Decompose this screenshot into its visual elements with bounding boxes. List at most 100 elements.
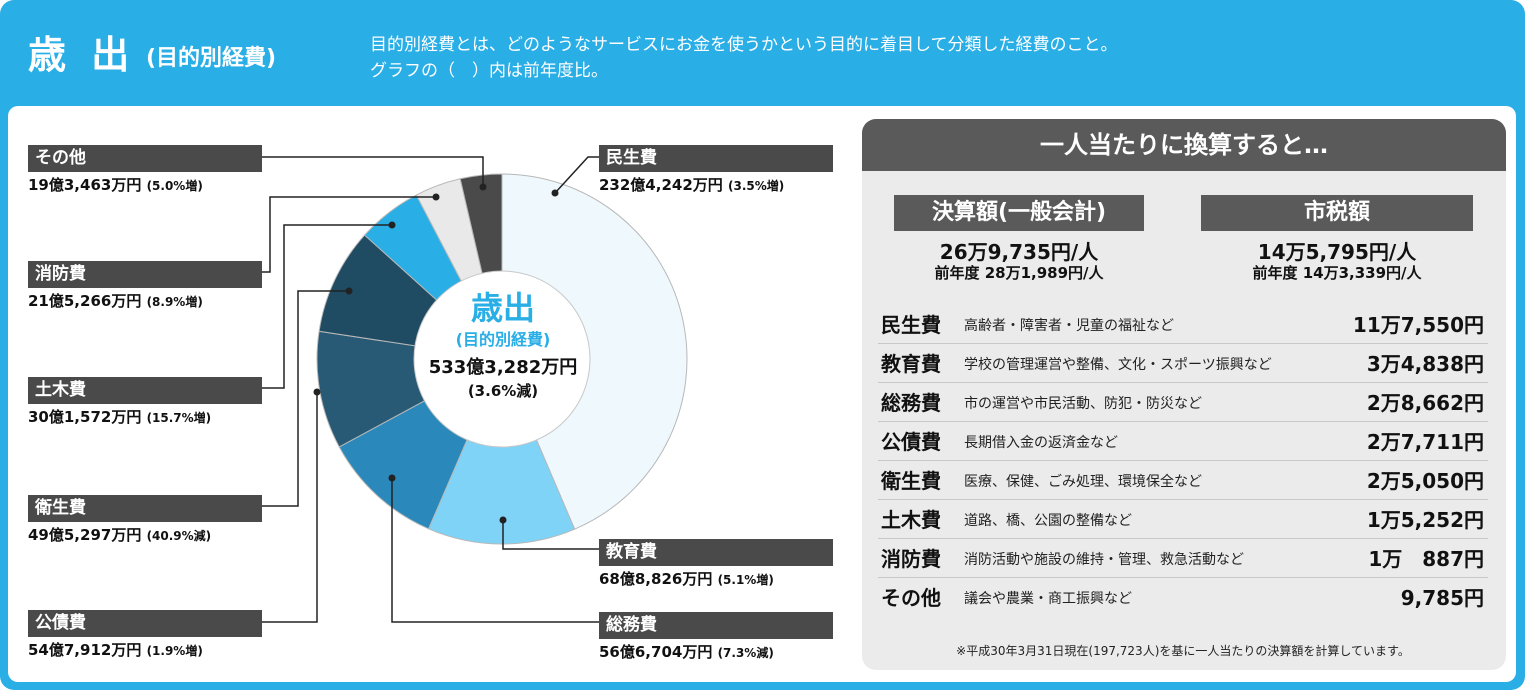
row-minsei: 民生費 高齢者・障害者・児童の福祉など 11万7,550円 (878, 305, 1488, 344)
row-description: 議会や農業・商工振興など (964, 591, 1132, 607)
header-subtitle: (目的別経費) (146, 46, 277, 71)
row-amount: 1万 887円 (1368, 547, 1484, 571)
city-tax-prev: 前年度 14万3,339円/人 (1252, 264, 1422, 282)
row-name: その他 (881, 586, 941, 610)
row-name: 土木費 (881, 508, 941, 532)
label-eisei-name: 衛生費 (28, 495, 262, 522)
leader-dot-sonota (479, 183, 487, 191)
row-description: 消防活動や施設の維持・管理、救急活動など (964, 552, 1244, 568)
row-description: 市の運営や市民活動、防犯・防災など (964, 396, 1202, 412)
label-kyoiku-amount: 68億8,826万円 (599, 570, 713, 588)
leader-line-minsei (554, 156, 599, 194)
label-doboku-name: 土木費 (28, 377, 262, 404)
label-kosai-name: 公債費 (28, 610, 262, 637)
leader-line-somu (391, 478, 599, 623)
row-amount: 2万7,711円 (1366, 430, 1484, 454)
label-kyoiku-name: 教育費 (599, 539, 833, 566)
per-capita-title: 一人当たりに換算すると… (862, 119, 1506, 171)
label-eisei-change: (40.9%減) (146, 529, 212, 543)
label-sonota-amount: 19億3,463万円 (28, 176, 142, 194)
row-amount: 2万8,662円 (1366, 391, 1484, 415)
row-amount: 1万5,252円 (1366, 508, 1484, 532)
pie-center-total: 533億3,282万円 (428, 357, 578, 378)
leader-dot-minsei (551, 189, 559, 197)
row-name: 総務費 (881, 391, 941, 415)
label-minsei: 民生費 232億4,242万円 (3.5%増) (599, 145, 833, 195)
label-kyoiku: 教育費 68億8,826万円 (5.1%増) (599, 539, 833, 589)
row-description: 高齢者・障害者・児童の福祉など (964, 318, 1174, 334)
leader-dot-kosai (313, 388, 321, 396)
label-kosai: 公債費 54億7,912万円 (1.9%増) (28, 610, 262, 660)
pie-center-title: 歳出 (470, 289, 535, 327)
city-tax-tag: 市税額 (1201, 195, 1473, 231)
label-kosai-amount: 54億7,912万円 (28, 641, 142, 659)
leader-dot-shobo (432, 193, 440, 201)
leader-line-kyoiku (502, 520, 599, 550)
label-minsei-name: 民生費 (599, 145, 833, 172)
label-doboku: 土木費 30億1,572万円 (15.7%増) (28, 377, 262, 427)
row-description: 長期借入金の返済金など (964, 435, 1118, 451)
row-sonota: その他 議会や農業・商工振興など 9,785円 (878, 578, 1488, 616)
header-description-line2: グラフの（ ）内は前年度比。 (370, 61, 608, 81)
label-kosai-change: (1.9%増) (146, 644, 203, 658)
row-eisei: 衛生費 医療、保健、ごみ処理、環境保全など 2万5,050円 (878, 461, 1488, 500)
label-kyoiku-change: (5.1%増) (717, 573, 774, 587)
row-description: 道路、橋、公園の整備など (964, 513, 1132, 529)
label-minsei-change: (3.5%増) (728, 179, 785, 193)
row-description: 医療、保健、ごみ処理、環境保全など (964, 474, 1202, 490)
pie-chart (262, 156, 688, 623)
row-amount: 3万4,838円 (1366, 352, 1484, 376)
label-shobo-name: 消防費 (28, 261, 262, 288)
settlement-tag: 決算額(一般会計) (894, 195, 1144, 231)
label-shobo-amount: 21億5,266万円 (28, 292, 142, 310)
row-amount: 9,785円 (1400, 586, 1484, 610)
settlement-value: 26万9,735円/人 (939, 240, 1099, 264)
pie-slice-kyoiku (427, 357, 576, 545)
header-title: 歳 出 (28, 33, 136, 77)
leader-line-doboku (262, 224, 392, 389)
row-amount: 2万5,050円 (1366, 469, 1484, 493)
leader-line-sonota (262, 156, 484, 187)
row-doboku: 土木費 道路、橋、公園の整備など 1万5,252円 (878, 500, 1488, 539)
leader-line-eisei (262, 290, 349, 507)
leader-dot-doboku (388, 221, 396, 229)
label-somu-change: (7.3%減) (717, 646, 774, 660)
per-capita-note: ※平成30年3月31日現在(197,723人)を基に一人当たりの決算額を計算して… (956, 644, 1410, 658)
label-somu-name: 総務費 (599, 612, 833, 639)
per-capita-panel: 一人当たりに換算すると… 決算額(一般会計) 26万9,735円/人 前年度 2… (862, 119, 1506, 670)
label-doboku-change: (15.7%増) (146, 411, 212, 425)
label-eisei-amount: 49億5,297万円 (28, 526, 142, 544)
label-somu: 総務費 56億6,704万円 (7.3%減) (599, 612, 833, 662)
label-sonota: その他 19億3,463万円 (5.0%増) (28, 145, 262, 195)
row-somu: 総務費 市の運営や市民活動、防犯・防災など 2万8,662円 (878, 383, 1488, 422)
row-amount: 11万7,550円 (1352, 313, 1484, 337)
label-sonota-change: (5.0%増) (146, 179, 203, 193)
leader-dot-somu (388, 474, 396, 482)
label-shobo: 消防費 21億5,266万円 (8.9%増) (28, 261, 262, 311)
pie-center-hole (413, 270, 591, 448)
row-shobo: 消防費 消防活動や施設の維持・管理、救急活動など 1万 887円 (878, 539, 1488, 578)
leader-line-shobo (262, 196, 436, 273)
city-tax-value: 14万5,795円/人 (1257, 240, 1417, 264)
label-somu-amount: 56億6,704万円 (599, 643, 713, 661)
pie-slice-minsei (501, 173, 688, 530)
label-eisei: 衛生費 49億5,297万円 (40.9%減) (28, 495, 262, 545)
header-description-line1: 目的別経費とは、どのようなサービスにお金を使うかという目的に着目して分類した経費… (370, 35, 1118, 55)
row-kyoiku: 教育費 学校の管理運営や整備、文化・スポーツ振興など 3万4,838円 (878, 344, 1488, 383)
pie-center-change: (3.6%減) (467, 382, 539, 400)
leader-dot-kyoiku (499, 516, 507, 524)
row-name: 教育費 (881, 352, 941, 376)
row-kosai: 公債費 長期借入金の返済金など 2万7,711円 (878, 422, 1488, 461)
row-name: 消防費 (881, 547, 941, 571)
label-sonota-name: その他 (28, 145, 262, 172)
pie-center-subtitle: (目的別経費) (455, 330, 551, 349)
row-name: 公債費 (881, 430, 941, 454)
row-description: 学校の管理運営や整備、文化・スポーツ振興など (964, 357, 1272, 373)
row-name: 民生費 (881, 313, 941, 337)
settlement-prev: 前年度 28万1,989円/人 (934, 264, 1104, 282)
label-minsei-amount: 232億4,242万円 (599, 176, 723, 194)
label-doboku-amount: 30億1,572万円 (28, 408, 142, 426)
row-name: 衛生費 (881, 469, 941, 493)
leader-dot-eisei (345, 287, 353, 295)
label-shobo-change: (8.9%増) (146, 295, 203, 309)
